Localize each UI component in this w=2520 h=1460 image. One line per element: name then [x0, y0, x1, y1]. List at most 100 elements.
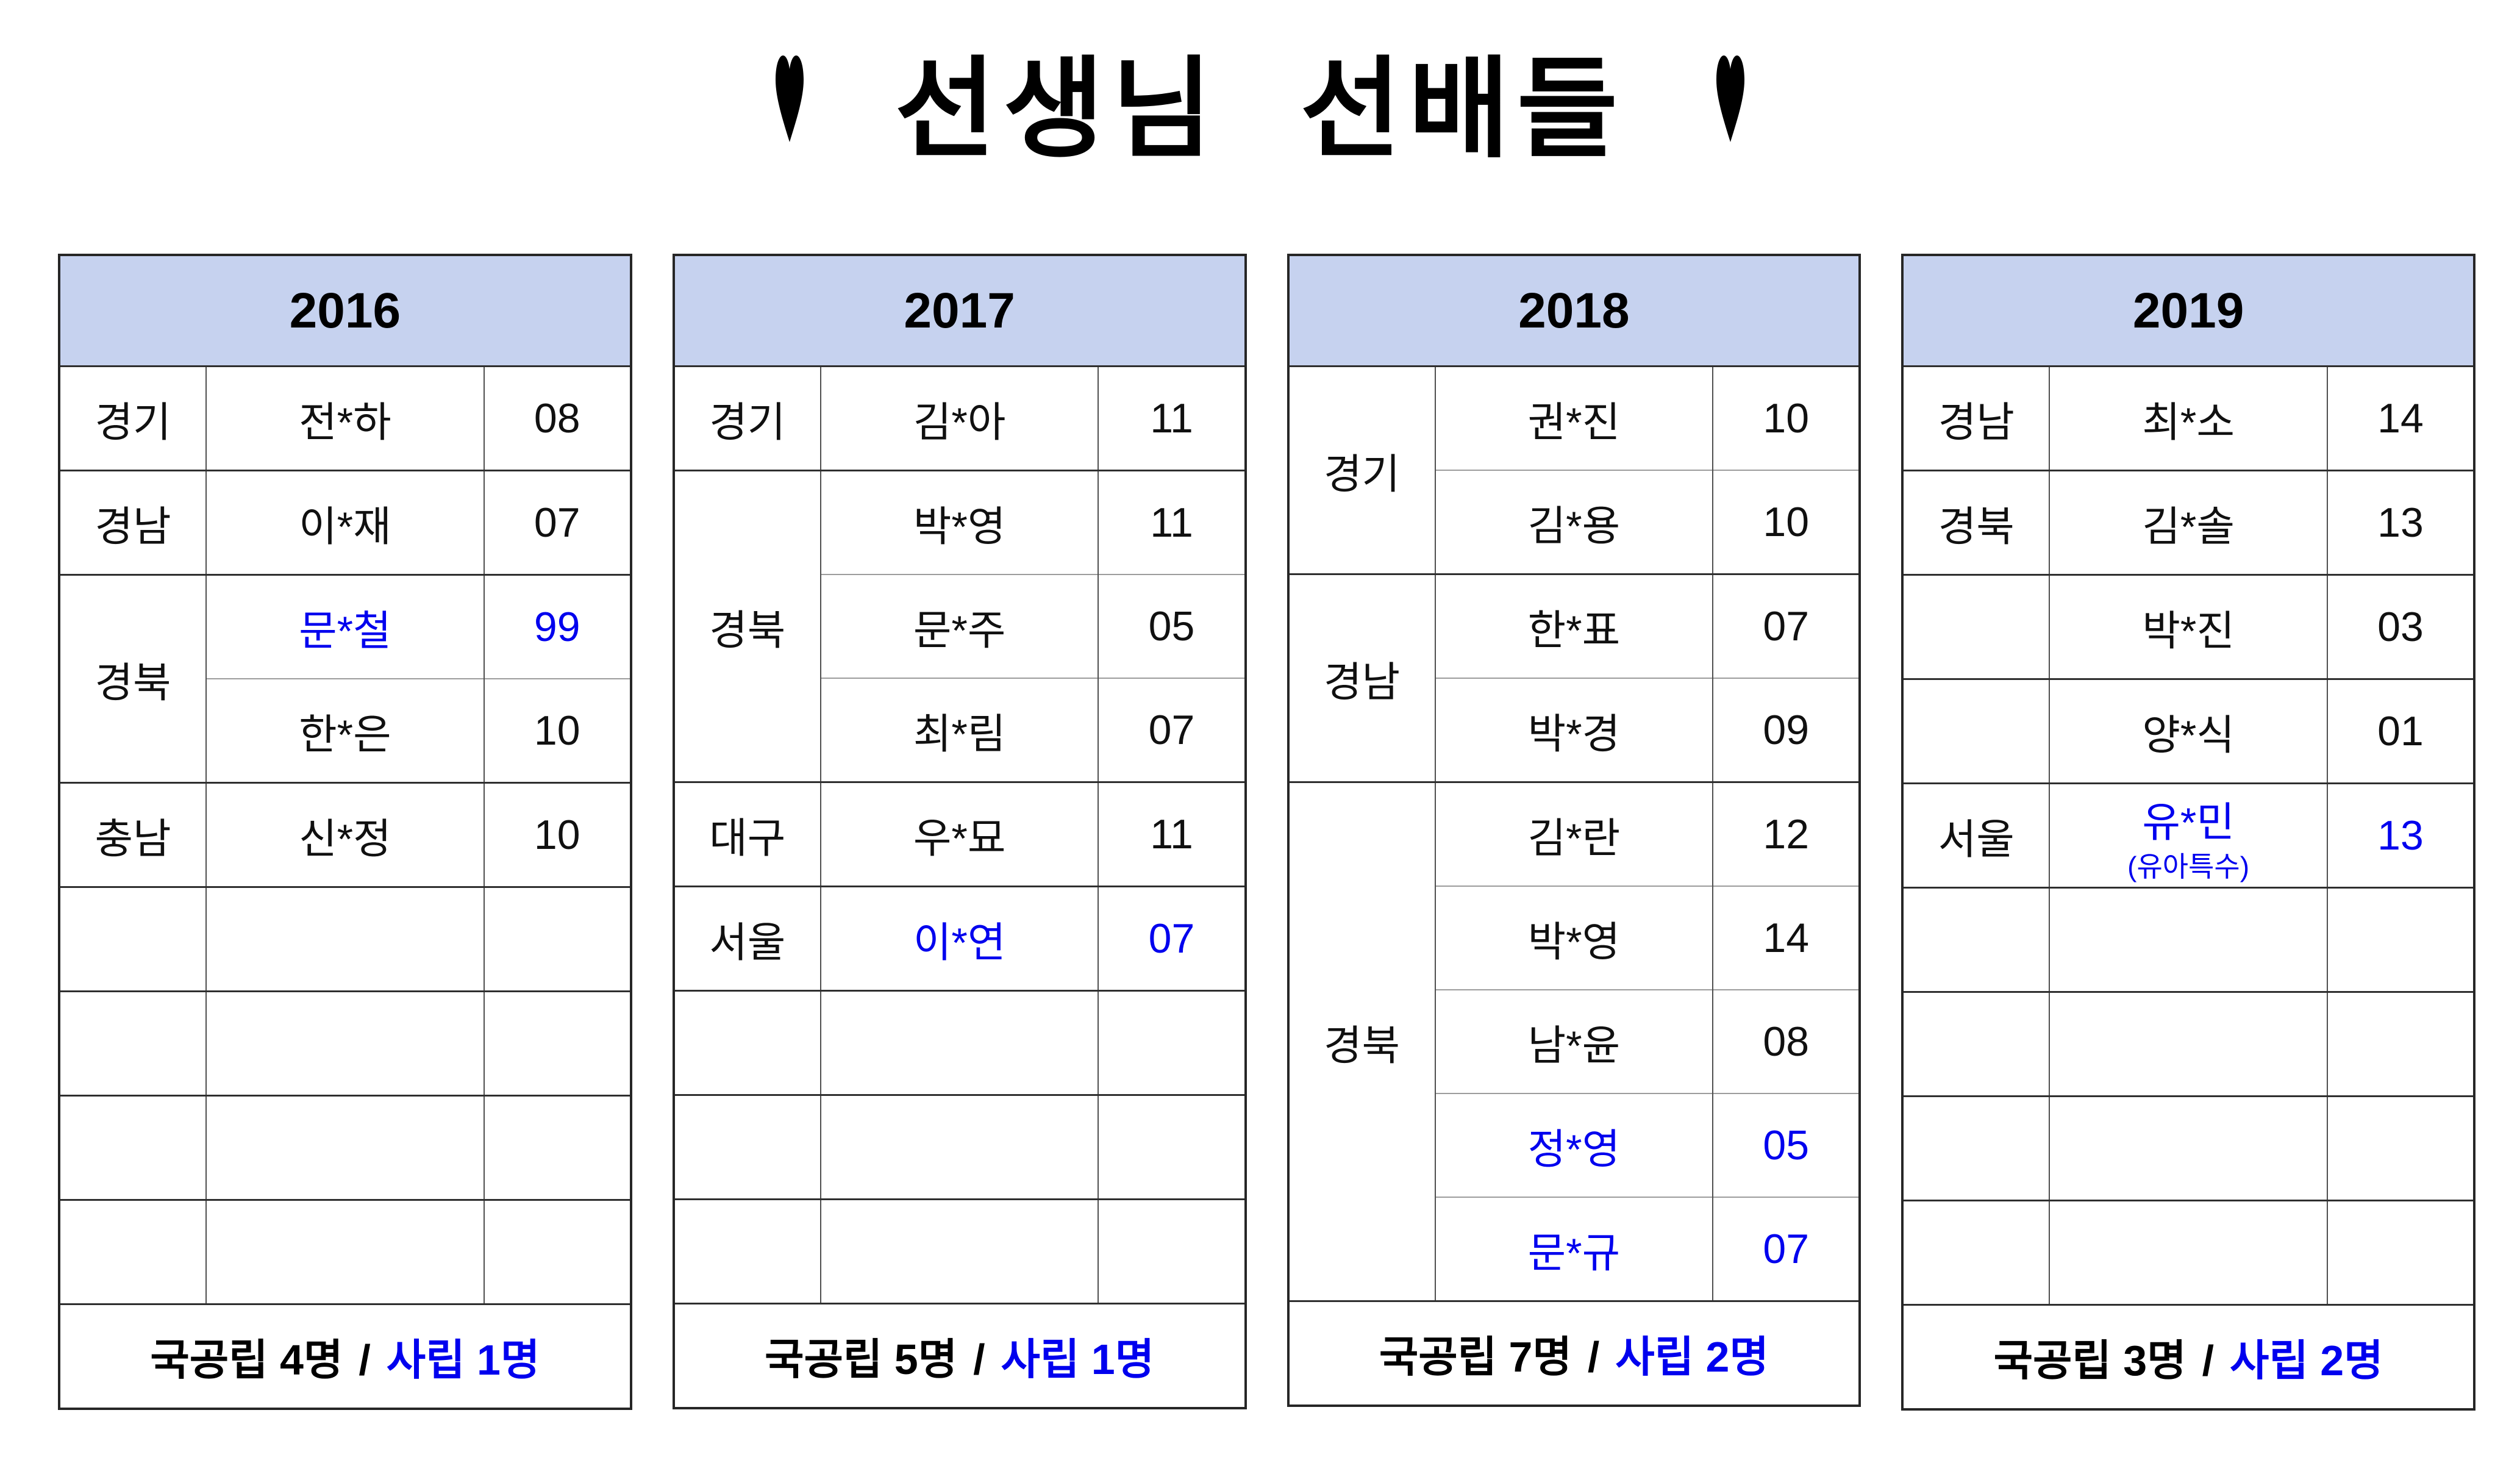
region-cell: 경남: [59, 470, 207, 575]
name-cell: [819, 1094, 1099, 1200]
region-cell: 경북: [1902, 470, 2051, 575]
summary-separator: /: [973, 1335, 985, 1383]
empty-row: [673, 1198, 1246, 1304]
summary-separator: /: [1587, 1333, 1600, 1381]
table-row: 박*영 14: [1288, 886, 1861, 990]
table-2018: 2018 경기 권*진 10 김*용 10 경남 한*표 07 박*경 09 경북 김*란 12 박*영 1…: [1287, 254, 1861, 1407]
title-text: 선생님 선배들: [894, 48, 1626, 171]
table-row: 경기 전*하 08: [59, 365, 632, 471]
year-table-2018: 2018 경기 권*진 10 김*용 10 경남 한*표 07 박*경 09 경북 김*란 12 박*영 1…: [1287, 254, 1861, 1411]
summary-cell: 국공립 4명 / 사립 1명: [59, 1303, 631, 1409]
table-row: 김*용 10: [1288, 470, 1861, 574]
number-cell: 14: [1712, 886, 1861, 990]
summary-public: 국공립 5명: [765, 1335, 958, 1383]
region-cell: 경남: [1902, 365, 2051, 471]
summary-private: 사립 2명: [2230, 1336, 2383, 1384]
table-row: 경북 박*영 11: [673, 470, 1246, 782]
name-cell: 최*림: [819, 678, 1099, 782]
number-cell: 07: [1712, 573, 1861, 678]
name-cell: 김*용: [1434, 470, 1714, 574]
name-cell: [205, 886, 485, 992]
region-cell: 서울: [1902, 782, 2051, 888]
summary-cell: 국공립 3명 / 사립 2명: [1902, 1304, 2474, 1409]
table-row: 대구 우*묘 11: [673, 781, 1246, 887]
name-cell: [2049, 887, 2328, 992]
name-cell: 우*묘: [819, 781, 1099, 887]
name-cell: 박*진: [2049, 574, 2328, 679]
table-row: 서울 이*연 07: [673, 886, 1246, 991]
number-cell: 03: [2326, 574, 2475, 679]
name-cell: 김*솔: [2049, 470, 2328, 575]
name-cell: 김*아: [819, 365, 1099, 471]
region-cell: [1902, 1200, 2051, 1305]
number-cell: 11: [1098, 781, 1246, 887]
number-cell: 12: [1712, 781, 1861, 886]
table-row: 경남 최*소 14: [1902, 365, 2475, 471]
table-row: 남*윤 08: [1288, 989, 1861, 1093]
empty-row: [59, 886, 632, 992]
table-row: 경북 문*철 99: [59, 574, 632, 783]
number-cell: 13: [2326, 470, 2475, 575]
year-header: 2017: [673, 255, 1246, 367]
table-2016: 2016 경기 전*하 08 경남 이*재 07 경북 문*철 99 한*은 10 충남 신*정 10 국…: [58, 254, 632, 1410]
summary-cell: 국공립 5명 / 사립 1명: [673, 1303, 1246, 1408]
table-row: 경남 한*표 07: [1287, 573, 1861, 782]
number-cell: [2326, 991, 2475, 1097]
number-cell: 05: [1098, 574, 1246, 678]
table-row: 정*영 05: [1288, 1093, 1861, 1197]
empty-row: [1902, 887, 2475, 992]
name-cell: 남*윤: [1434, 989, 1714, 1093]
name-cell: 김*란: [1434, 781, 1714, 886]
table-2017: 2017 경기 김*아 11 경북 박*영 11 문*주 05 최*림 07 대구 우*묘 11 서울 이*…: [672, 254, 1247, 1409]
table-row: 한*은 10: [59, 678, 632, 783]
table-row: 경기 김*아 11: [673, 365, 1246, 471]
number-cell: [2326, 1200, 2475, 1305]
empty-row: [673, 990, 1246, 1095]
region-cell: 경기: [673, 365, 821, 471]
name-cell: [2049, 1200, 2328, 1305]
region-cell: [1902, 574, 2051, 679]
number-cell: 10: [483, 782, 632, 887]
name-cell: [205, 1095, 485, 1200]
region-cell: [1902, 887, 2051, 992]
table-row: 경기 권*진 10: [1287, 365, 1861, 574]
region-cell: [1902, 678, 2051, 784]
name-cell: 박*경: [1434, 678, 1714, 782]
table-row: 양*식 01: [1902, 678, 2475, 784]
region-cell: [673, 1094, 821, 1200]
number-cell: 13: [2326, 782, 2475, 888]
table-row: 경남 이*재 07: [59, 470, 632, 575]
name-cell: 유*민 (유아특수): [2049, 782, 2328, 888]
number-cell: 07: [1098, 678, 1246, 782]
summary-private: 사립 2명: [1615, 1333, 1769, 1381]
table-body: 경기 김*아 11 경북 박*영 11 문*주 05 최*림 07 대구 우*묘 11 서울 이*연 07: [673, 365, 1246, 1304]
table-row: 서울 유*민 (유아특수) 13: [1902, 782, 2475, 888]
region-cell: [59, 990, 207, 1096]
name-cell: [2049, 991, 2328, 1097]
empty-row: [59, 990, 632, 1096]
name-cell: 전*하: [205, 365, 485, 471]
table-row: 충남 신*정 10: [59, 782, 632, 887]
name-cell: [2049, 1095, 2328, 1201]
year-table-2019: 2019 경남 최*소 14 경북 김*솔 13 박*진 03 양*식 01 서울 유*민 (유아특수)…: [1901, 254, 2475, 1411]
table-2019: 2019 경남 최*소 14 경북 김*솔 13 박*진 03 양*식 01 서울 유*민 (유아특수)…: [1901, 254, 2475, 1411]
number-cell: 08: [483, 365, 632, 471]
region-cell: [59, 1095, 207, 1200]
table-row: 문*주 05: [674, 574, 1246, 678]
summary-private: 사립 1명: [1001, 1335, 1155, 1383]
empty-row: [1902, 1095, 2475, 1201]
number-cell: 99: [483, 574, 632, 679]
year-header: 2018: [1288, 255, 1860, 367]
year-table-2016: 2016 경기 전*하 08 경남 이*재 07 경북 문*철 99 한*은 10 충남 신*정 10 국…: [58, 254, 632, 1411]
region-cell: [1902, 991, 2051, 1097]
name-cell: 정*영: [1434, 1093, 1714, 1197]
empty-row: [59, 1095, 632, 1200]
summary-public: 국공립 7명: [1379, 1333, 1572, 1381]
number-cell: 07: [483, 470, 632, 575]
table-row: 박*경 09: [1288, 678, 1861, 782]
name-cell: 문*주: [819, 574, 1099, 678]
region-cell: 경기: [1287, 365, 1436, 574]
summary-separator: /: [2202, 1336, 2215, 1384]
number-cell: 09: [1712, 678, 1861, 782]
summary-private: 사립 1명: [386, 1336, 540, 1384]
